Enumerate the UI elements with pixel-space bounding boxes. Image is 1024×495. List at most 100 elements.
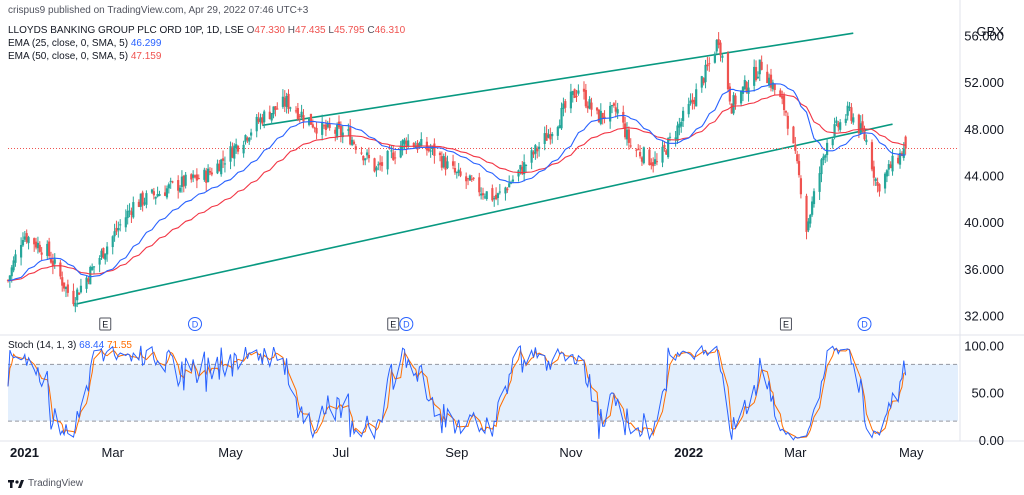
candle-body — [667, 138, 670, 158]
earnings-marker[interactable] — [779, 317, 792, 331]
candle-body — [648, 149, 651, 166]
candle-body — [773, 83, 776, 90]
candle-body — [281, 96, 285, 107]
candle-body — [569, 91, 572, 109]
candle-body — [478, 177, 481, 193]
candle-body — [139, 193, 142, 207]
event-marker-label: E — [102, 320, 108, 330]
candle-body — [390, 150, 393, 152]
candle-body — [612, 103, 616, 106]
candle-body — [769, 74, 773, 88]
candle-body — [98, 257, 101, 265]
candle-body — [130, 211, 133, 215]
candle-body — [403, 139, 406, 144]
candle-body — [36, 242, 40, 249]
candle-body — [523, 162, 526, 175]
candle-body — [470, 178, 473, 180]
ema50-line[interactable] — [7, 94, 906, 282]
candle-body — [754, 67, 758, 81]
currency-label[interactable]: GBX — [977, 24, 1005, 39]
candle-body — [642, 147, 645, 164]
candle-body — [715, 39, 718, 52]
candle-body — [141, 192, 144, 206]
candle-body — [717, 39, 720, 45]
candle-body — [459, 171, 462, 176]
candle-body — [205, 170, 208, 183]
ema25-legend[interactable]: EMA (25, close, 0, SMA, 5) 46.299 — [8, 38, 161, 50]
candle-body — [721, 55, 724, 58]
candle-body — [687, 103, 690, 115]
candle-body — [197, 178, 200, 180]
candle-body — [519, 164, 522, 170]
candle-body — [676, 125, 679, 141]
candle-body — [846, 105, 849, 116]
dividend-marker[interactable] — [399, 317, 414, 331]
stoch-k-line[interactable] — [7, 344, 907, 441]
candle-body — [575, 96, 578, 98]
candle-body — [124, 217, 127, 228]
candle-body — [457, 169, 460, 173]
candle-body — [33, 238, 36, 245]
candle-body — [307, 117, 311, 125]
candle-body — [272, 106, 275, 115]
candle-body — [412, 143, 415, 147]
candle-body — [298, 115, 301, 117]
candle-body — [530, 150, 533, 163]
dividend-marker[interactable] — [188, 317, 203, 331]
ema25-line[interactable] — [7, 83, 906, 282]
candle-body — [350, 139, 354, 145]
candle-body — [193, 175, 197, 178]
trendline-1[interactable] — [77, 123, 893, 305]
candle-body — [889, 164, 892, 169]
candle-body — [438, 152, 442, 156]
candle-body — [498, 191, 501, 193]
candle-body — [8, 275, 11, 281]
candle-body — [309, 113, 313, 125]
candle-body — [34, 241, 38, 248]
candle-body — [263, 111, 266, 123]
candle-body — [779, 90, 782, 98]
candle-body — [313, 127, 316, 129]
candle-body — [74, 302, 77, 307]
candle-body — [91, 266, 94, 270]
high-value: 47.435 — [295, 25, 326, 36]
candle-body — [876, 181, 879, 186]
earnings-marker[interactable] — [387, 317, 400, 331]
ema50-label: EMA (50, close, 0, SMA, 5) — [8, 51, 129, 62]
candle-body — [104, 253, 107, 260]
tradingview-logo[interactable]: TradingView — [8, 478, 83, 489]
candle-body — [132, 202, 135, 218]
candle-body — [747, 87, 750, 94]
candle-body — [339, 125, 342, 136]
candle-body — [156, 194, 159, 197]
earnings-marker[interactable] — [99, 317, 112, 331]
stoch-tick-label: 100.00 — [964, 338, 1004, 353]
candle-body — [622, 111, 625, 123]
candle-body — [689, 100, 692, 104]
candle-body — [195, 174, 198, 181]
candle-body — [63, 282, 66, 289]
symbol-title[interactable]: LLOYDS BANKING GROUP PLC ORD 10P, 1D, LS… — [8, 25, 244, 36]
candle-body — [655, 161, 659, 163]
price-tick-label: 48.000 — [964, 122, 1004, 137]
candle-body — [128, 210, 131, 212]
candle-body — [326, 122, 329, 128]
candle-body — [180, 176, 184, 187]
time-tick-label: Nov — [559, 445, 583, 460]
candle-body — [248, 137, 251, 142]
candle-body — [878, 184, 881, 192]
candle-body — [420, 139, 423, 147]
candle-body — [668, 136, 672, 138]
ema50-legend[interactable]: EMA (50, close, 0, SMA, 5) 47.159 — [8, 51, 161, 63]
stoch-legend[interactable]: Stoch (14, 1, 3) 68.44 71.55 — [8, 340, 132, 352]
candle-body — [835, 120, 838, 124]
candle-body — [509, 182, 513, 184]
tradingview-logo-icon — [8, 479, 24, 488]
dividend-marker[interactable] — [857, 317, 872, 331]
candle-body — [324, 124, 328, 130]
candle-body — [629, 145, 632, 147]
candle-body — [285, 95, 288, 108]
trendline-2[interactable] — [262, 32, 854, 127]
stoch-label: Stoch (14, 1, 3) — [8, 340, 77, 351]
